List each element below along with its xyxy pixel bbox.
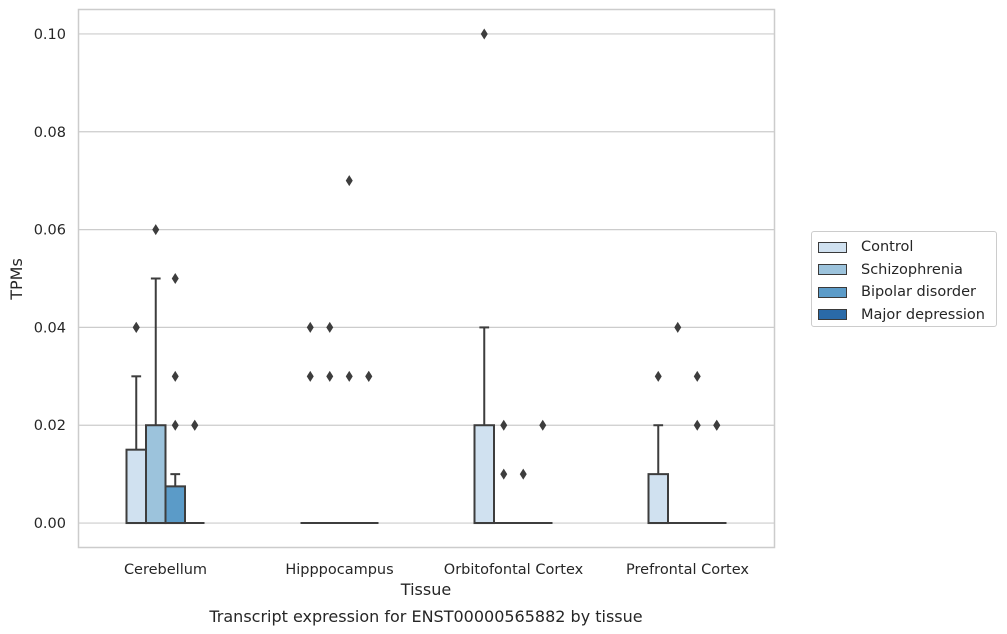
outlier-point [345,175,353,187]
box-schizophrenia [668,321,688,525]
x-tick-label: Orbitofontal Cortex [444,562,584,578]
x-tick-label: Cerebellum [124,562,207,578]
legend-label: Major depression [861,306,985,323]
y-tick-label: 0.00 [34,516,66,532]
outlier-point [171,419,179,431]
box-schizophrenia [145,224,167,525]
outlier-point [326,321,334,333]
chart-title: Transcript expression for ENST0000056588… [208,607,642,626]
y-tick-labels: 0.00 0.02 0.04 0.06 0.08 0.10 [34,27,66,532]
outlier-point [365,370,373,382]
y-tick-label: 0.10 [34,27,66,43]
box-control [473,28,495,525]
y-tick-label: 0.08 [34,125,66,141]
box-major-depression [533,419,553,525]
box-body [145,424,167,525]
box-bipolar-disorder [164,273,186,525]
box-major-depression [359,370,379,525]
x-axis-title: Tissue [400,580,451,599]
outlier-point [500,468,508,480]
outlier-point [674,321,682,333]
grid-lines [78,33,775,524]
box-control [300,321,320,525]
legend-label: Bipolar disorder [861,284,976,301]
legend-item: Schizophrenia [818,259,996,282]
outlier-point [152,224,160,236]
box-body [647,473,669,525]
outlier-point [191,419,199,431]
outlier-point [171,273,179,284]
box-bipolar-disorder [687,370,707,525]
x-tick-label: Prefrontal Cortex [626,562,749,578]
box-control [125,321,147,525]
plot-area-frame [77,8,776,549]
box-control [647,370,669,525]
box-body [473,424,495,525]
outlier-point [654,370,662,382]
box-schizophrenia [320,321,340,525]
box-body [164,485,186,525]
y-tick-label: 0.04 [34,320,66,336]
legend-item: Bipolar disorder [818,281,996,304]
outlier-point [171,370,179,382]
legend-item: Major depression [818,304,996,327]
box-bipolar-disorder [339,175,359,525]
y-axis-title: TPMs [7,258,26,301]
legend-swatch [818,264,847,276]
outlier-point [693,370,701,382]
outlier-point [519,468,527,480]
box-bipolar-disorder [513,468,533,525]
box-major-depression [707,419,727,525]
legend-label: Schizophrenia [861,261,963,278]
box-major-depression [185,419,205,525]
outlier-point [539,419,547,431]
legend-item: Control [818,236,996,259]
legend-swatch [818,286,847,298]
legend: Control Schizophrenia Bipolar disorder Majo… [811,231,997,327]
outlier-point [306,370,314,382]
box-body [125,448,147,525]
outlier-point [132,321,140,333]
outlier-point [500,419,508,431]
legend-swatch [818,309,847,321]
y-tick-label: 0.06 [34,223,66,239]
outlier-point [326,370,334,382]
y-tick-label: 0.02 [34,418,66,434]
outlier-point [713,419,721,431]
legend-label: Control [861,239,914,256]
outlier-point [480,28,488,40]
box-schizophrenia [494,419,514,525]
outlier-point [306,321,314,333]
box-layer [125,28,727,525]
outlier-point [345,370,353,382]
x-tick-label: Hipppocampus [285,562,393,578]
x-tick-labels: Cerebellum Hipppocampus Orbitofontal Corte… [124,562,749,578]
outlier-point [693,419,701,431]
legend-swatch [818,241,847,253]
